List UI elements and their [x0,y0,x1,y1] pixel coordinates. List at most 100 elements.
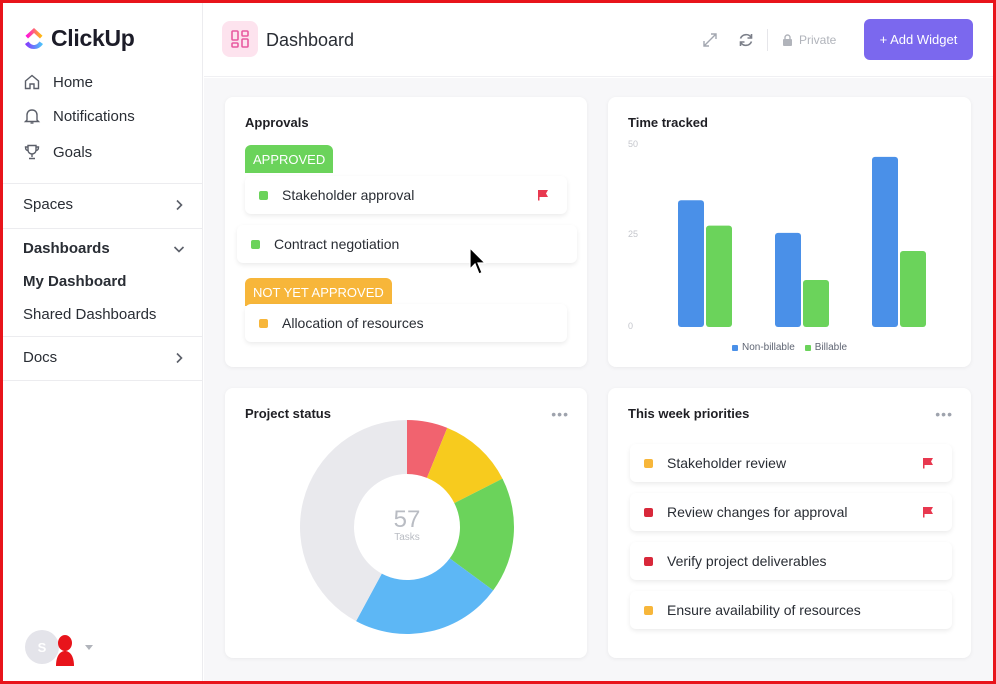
sidebar-item-goals[interactable]: Goals [23,143,92,161]
private-label: Private [799,33,837,47]
add-widget-button[interactable]: + Add Widget [864,19,973,60]
sidebar-item-label: Spaces [23,196,74,213]
clickup-logo[interactable]: ClickUp [23,25,135,52]
status-square [259,318,268,328]
page-header: Dashboard Private + Add Widget [204,3,993,77]
widget-title: Approvals [245,115,309,130]
task-label: Stakeholder approval [282,187,415,203]
donut-slice-3 [356,558,494,634]
widget-title: This week priorities [628,406,750,421]
legend-label: Billable [814,342,848,353]
sidebar-item-notifications[interactable]: Notifications [23,107,135,125]
expand-icon[interactable] [701,31,719,49]
sidebar-item-shared-dashboards[interactable]: Shared Dashboards [23,306,157,323]
dashboard-canvas: Approvals APPROVED Stakeholder approval … [204,78,993,681]
sidebar-divider [3,183,202,184]
sidebar-item-spaces[interactable]: Spaces [23,196,186,213]
task-label: Verify project deliverables [667,553,827,569]
refresh-icon[interactable] [737,31,755,49]
sidebar-item-my-dashboard[interactable]: My Dashboard [23,273,127,290]
legend-swatch [804,344,811,351]
status-square [644,507,653,517]
list-item[interactable]: Contract negotiation [237,225,577,263]
lock-icon [783,34,792,46]
status-square [644,556,653,566]
trophy-icon [24,144,40,160]
chevron-down-icon[interactable] [172,242,186,256]
header-divider [767,29,768,51]
project-status-chart [299,420,514,634]
user-silhouette-icon [56,635,74,666]
widget-title: Time tracked [628,115,708,130]
mouse-cursor-icon [469,247,487,275]
y-tick-label: 50 [628,139,639,149]
flag-icon[interactable] [922,457,934,469]
task-label: Allocation of resources [282,315,424,331]
bar-billable [706,225,732,327]
list-item[interactable]: Ensure availability of resources [630,591,952,629]
bar-non-billable [872,156,898,327]
list-item[interactable]: Verify project deliverables [630,542,952,580]
list-item[interactable]: Stakeholder review [630,444,952,482]
avatar[interactable]: S [25,630,59,664]
sidebar-divider [3,380,202,381]
more-options-icon[interactable]: ••• [935,406,953,422]
priorities-widget[interactable]: This week priorities ••• Stakeholder rev… [608,388,971,658]
sidebar-item-label: Home [53,73,94,91]
privacy-toggle[interactable]: Private [782,33,836,47]
chevron-right-icon[interactable] [172,198,186,212]
sidebar-item-label: Notifications [53,107,135,125]
bar-billable [803,279,829,327]
chart-legend: Non-billable Billable [608,342,971,353]
y-tick-label: 25 [628,229,639,239]
sidebar: ClickUp Home Notifications Goals Spaces … [3,3,203,681]
task-label: Contract negotiation [274,236,400,252]
sidebar-item-home[interactable]: Home [23,73,93,91]
sidebar-item-label: Goals [53,143,93,161]
y-tick-label: 0 [628,321,634,331]
donut-slice-0 [407,420,448,478]
donut-slice-2 [449,478,514,591]
status-square [259,190,268,200]
approvals-widget[interactable]: Approvals APPROVED Stakeholder approval … [225,97,587,367]
chevron-right-icon[interactable] [172,351,186,365]
bell-icon [23,109,41,124]
bar-billable [900,250,926,327]
time-tracked-widget[interactable]: Time tracked 50 25 0 Non-billable Billab… [608,97,971,367]
legend-label: Non-billable [741,342,795,353]
list-item[interactable]: Review changes for approval [630,493,952,531]
task-label: Ensure availability of resources [667,602,861,618]
status-square [644,458,653,468]
sidebar-item-docs[interactable]: Docs [23,349,186,366]
flag-icon[interactable] [922,506,934,518]
time-tracked-chart [678,156,926,327]
more-options-icon[interactable]: ••• [551,406,569,422]
legend-item: Billable [804,342,848,353]
sidebar-divider [3,228,202,229]
sidebar-item-label: Dashboards [23,240,110,257]
widget-title: Project status [245,406,331,421]
caret-down-icon[interactable] [85,645,93,651]
sidebar-item-label: Docs [23,349,58,366]
legend-swatch [731,344,738,351]
tasks-count: 57 [393,506,421,533]
list-item[interactable]: Allocation of resources [245,304,567,342]
clickup-logo-icon [25,27,43,49]
task-label: Review changes for approval [667,504,848,520]
legend-item: Non-billable [731,342,795,353]
bar-non-billable [775,232,801,327]
sidebar-item-dashboards[interactable]: Dashboards [23,240,186,257]
project-status-widget[interactable]: Project status ••• 57 Tasks [225,388,587,658]
dashboard-icon [222,21,258,57]
home-icon [24,74,40,90]
tasks-label: Tasks [394,532,420,543]
flag-icon[interactable] [537,189,549,201]
donut-center: 57 Tasks [377,506,437,543]
list-item[interactable]: Stakeholder approval [245,176,567,214]
status-square [251,239,260,249]
bar-non-billable [678,200,704,327]
donut-slice-1 [426,427,503,504]
donut-slice-4 [299,420,407,622]
app-name: ClickUp [51,25,135,51]
sidebar-divider [3,336,202,337]
